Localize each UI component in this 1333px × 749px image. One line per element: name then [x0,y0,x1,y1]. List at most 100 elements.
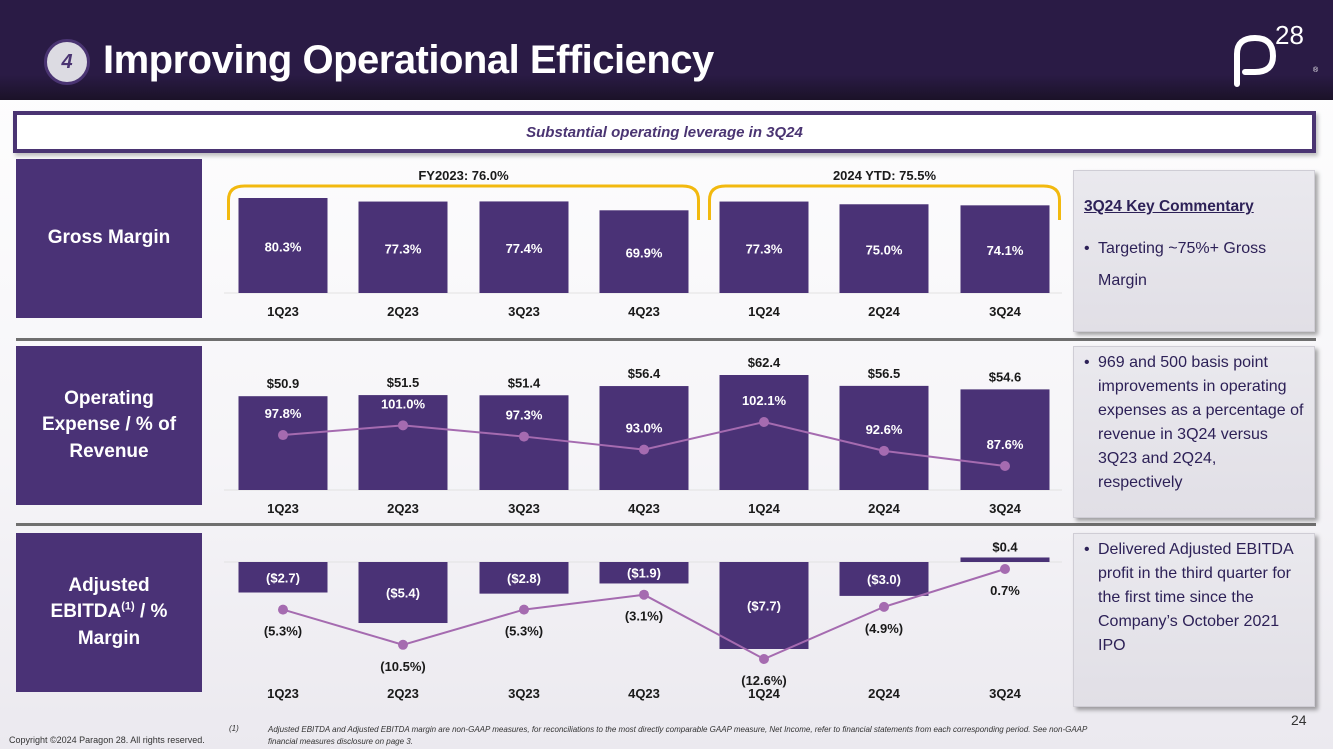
bullet-icon: • [1084,354,1090,371]
opex-pct-point [398,420,408,431]
opex-bar [479,395,569,490]
commentary-box-opex: • 969 and 500 basis point improvements i… [1073,346,1315,518]
commentary-bullet: • Targeting ~75%+ Gross Margin [1084,233,1304,297]
slide-title: Improving Operational Efficiency [103,38,714,82]
row-divider [16,523,1316,526]
opex-category-label: 2Q24 [868,501,901,516]
gm-bar [839,204,929,293]
ebitda-margin-label: (5.3%) [505,624,543,639]
ebitda-margin-point [1000,564,1010,574]
gm-bar-label: 77.4% [506,241,543,256]
subtitle-text: Substantial operating leverage in 3Q24 [526,123,803,141]
logo-registered: ® [1313,66,1319,74]
row-label-opex: Operating Expense / % of Revenue [16,346,202,505]
opex-bar-value-label: $51.5 [387,375,420,390]
row-label-text: Adjusted EBITDA(1) / % Margin [28,573,190,653]
ebitda-margin-label: (5.3%) [264,624,302,639]
ebitda-category-label: 1Q23 [267,686,299,701]
ebitda-margin-point [639,589,649,600]
row-label-gross-margin: Gross Margin [16,159,202,318]
opex-category-label: 1Q23 [267,501,299,516]
footnote-marker: (1) [229,724,239,733]
bullet-text: Targeting ~75%+ Gross Margin [1098,240,1267,289]
gm-category-label: 2Q23 [387,304,419,319]
ebitda-category-label: 3Q24 [989,686,1022,701]
gm-bar-label: 80.3% [265,240,302,255]
gm-category-label: 3Q23 [508,304,540,319]
footnote-superscript: (1) [121,600,135,613]
opex-pct-label: 92.6% [866,422,903,437]
row-label-text: Operating Expense / % of Revenue [41,387,177,462]
ebitda-bar-label: ($2.8) [507,571,541,586]
commentary-heading: 3Q24 Key Commentary [1084,198,1254,215]
ebitda-category-label: 4Q23 [628,686,660,701]
gm-bar [599,210,689,293]
gm-category-label: 3Q24 [989,304,1022,319]
opex-bar [238,396,328,490]
opex-pct-label: 101.0% [381,396,426,411]
opex-bar-value-label: $56.4 [628,366,661,381]
opex-bar-value-label: $56.5 [868,366,901,381]
opex-pct-label: 97.8% [265,406,302,421]
gm-bar-label: 77.3% [385,241,422,256]
gm-category-label: 4Q23 [628,304,660,319]
gm-bar [358,201,448,293]
footnote-text: Adjusted EBITDA and Adjusted EBITDA marg… [268,725,1088,746]
ebitda-margin-label: (12.6%) [741,673,787,688]
row-label-text: Gross Margin [47,227,171,249]
ebitda-category-label: 2Q24 [868,686,901,701]
gm-bar-label: 75.0% [866,243,903,258]
opex-pct-label: 93.0% [626,421,663,436]
opex-bar [358,395,448,490]
ebitda-margin-label: (3.1%) [625,609,663,624]
ebitda-bar [238,562,328,593]
bullet-text: 969 and 500 basis point improvements in … [1098,354,1304,491]
gm-bar-label: 77.3% [746,241,783,256]
ebitda-category-label: 2Q23 [387,686,419,701]
gm-category-label: 1Q23 [267,304,299,319]
paragon28-logo: 28 ® [1234,20,1319,87]
opex-category-label: 2Q23 [387,501,419,516]
opex-category-label: 4Q23 [628,501,660,516]
gm-bar [479,201,569,293]
section-number-badge: 4 [44,39,90,85]
opex-category-label: 3Q23 [508,501,540,516]
opex-bar-value-label: $51.4 [508,375,541,390]
gm-bar [238,198,328,293]
opex-pct-point [759,417,769,427]
ebitda-margin-label: 0.7% [990,583,1020,598]
ebitda-category-label: 1Q24 [748,686,781,701]
ebitda-margin-label: (10.5%) [380,659,426,674]
opex-pct-point [278,430,288,441]
ebitda-category-label: 3Q23 [508,686,540,701]
bullet-icon: • [1084,240,1090,257]
commentary-bullet: • Delivered Adjusted EBITDA profit in th… [1084,538,1304,658]
opex-bar [719,375,809,490]
commentary-box-gross-margin: 3Q24 Key Commentary • Targeting ~75%+ Gr… [1073,170,1315,332]
ebitda-bar [839,562,929,596]
row-label-ebitda: Adjusted EBITDA(1) / % Margin [16,533,202,692]
ebitda-bar-label: ($7.7) [747,599,781,614]
ebitda-bar [960,557,1050,562]
gm-bar-label: 69.9% [626,246,663,261]
ebitda-bar [599,562,689,584]
opex-pct-point [879,445,889,456]
ebitda-bar-label: $0.4 [992,539,1018,554]
ebitda-margin-label: (4.9%) [865,621,903,636]
ebitda-bar-label: ($5.4) [386,586,420,601]
opex-pct-label: 102.1% [742,393,787,408]
ebitda-bar [719,562,809,649]
row-label-main: Adjusted EBITDA [50,574,150,623]
commentary-box-ebitda: • Delivered Adjusted EBITDA profit in th… [1073,533,1315,707]
ebitda-margin-point [398,639,408,650]
opex-bar-value-label: $50.9 [267,376,300,391]
copyright: Copyright ©2024 Paragon 28. All rights r… [9,735,205,745]
opex-pct-label: 97.3% [506,408,543,423]
ebitda-bar-label: ($3.0) [867,572,901,587]
ebitda-bar [479,562,569,594]
gm-bar-label: 74.1% [987,243,1024,258]
ebitda-bar [358,562,448,624]
bullet-text: Delivered Adjusted EBITDA profit in the … [1098,541,1293,654]
logo-superscript: 28 [1275,20,1304,50]
